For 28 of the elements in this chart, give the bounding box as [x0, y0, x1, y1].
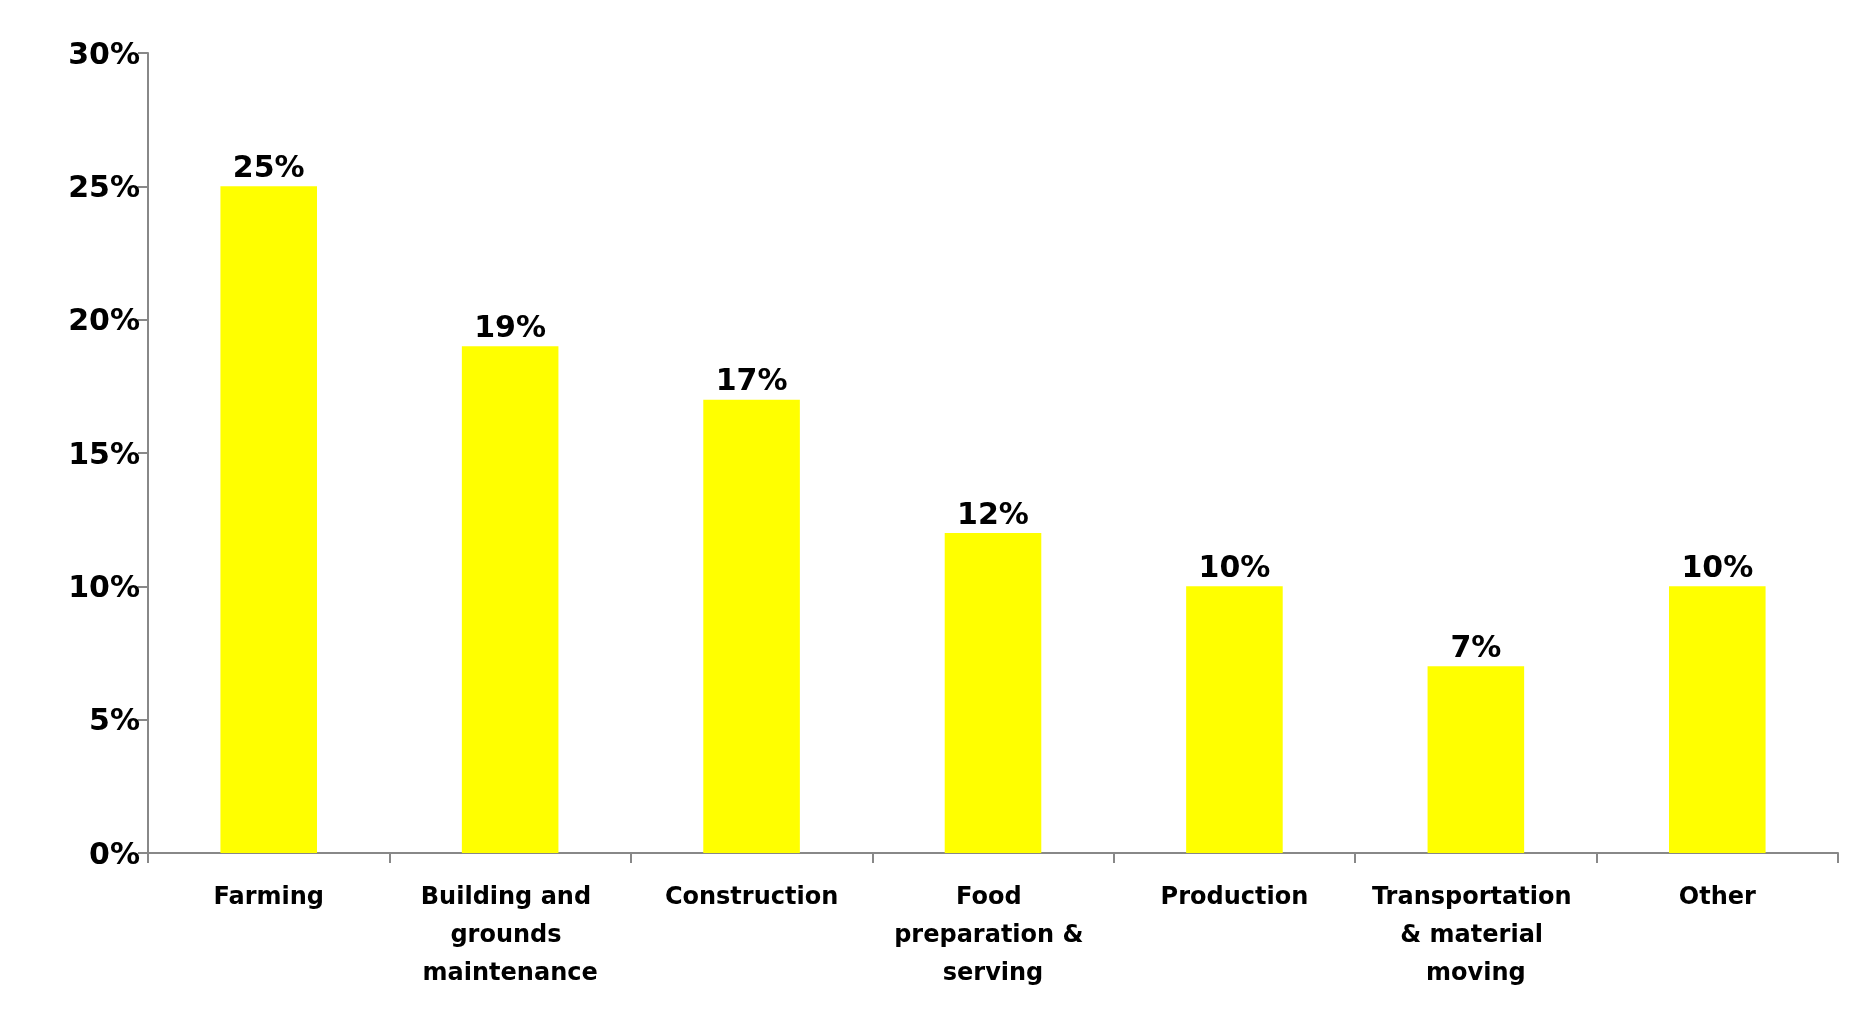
bar: [1427, 666, 1525, 853]
x-tick-label: Building and grounds maintenance: [420, 882, 600, 986]
bar: [1186, 586, 1283, 853]
y-tick-label: 30%: [68, 35, 140, 71]
x-tick-label: Farming: [213, 882, 324, 910]
data-label: 7%: [1450, 628, 1502, 664]
y-tick-label: 10%: [68, 568, 140, 604]
x-tick-label: Production: [1160, 882, 1309, 910]
bar: [1669, 586, 1766, 853]
x-tick-label: Food preparation & serving: [894, 882, 1092, 986]
data-label: 19%: [474, 308, 547, 344]
y-tick-label: 20%: [68, 302, 140, 338]
y-tick-label: 25%: [68, 168, 140, 204]
data-label: 10%: [1198, 548, 1271, 584]
bar: [703, 399, 800, 853]
data-label: 12%: [957, 495, 1029, 531]
x-tick-label: Other: [1678, 882, 1756, 910]
x-tick-label: Construction: [664, 882, 839, 910]
y-tick-label: 0%: [89, 835, 140, 871]
bar: [220, 186, 317, 853]
bar: [461, 346, 559, 853]
data-label: 10%: [1681, 548, 1754, 584]
bar: [944, 533, 1042, 853]
data-label: 17%: [715, 362, 788, 398]
x-tick-label: Transportation & material moving: [1371, 882, 1580, 986]
data-label: 25%: [232, 148, 305, 184]
y-tick-label: 5%: [89, 702, 140, 738]
y-tick-label: 15%: [68, 435, 140, 471]
